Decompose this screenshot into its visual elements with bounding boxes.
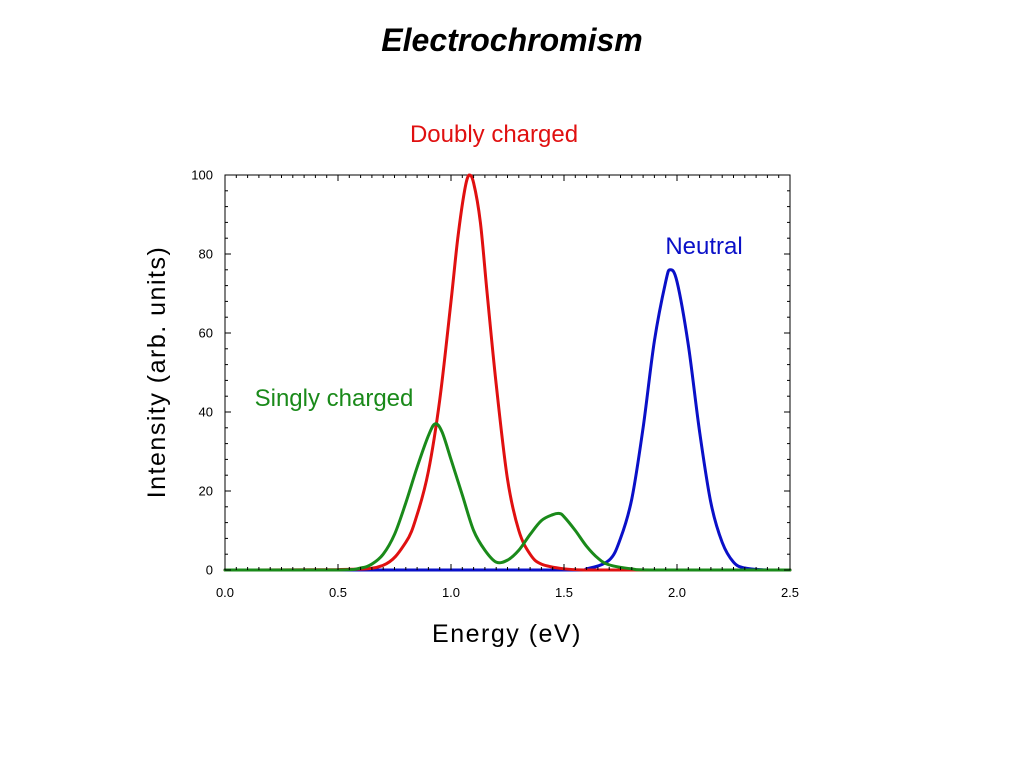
- y-axis-label: Intensity (arb. units): [143, 246, 171, 499]
- series-label-singly-charged: Singly charged: [255, 385, 414, 412]
- x-axis-label: Energy (eV): [432, 620, 582, 648]
- x-tick-label: 1.5: [555, 585, 573, 600]
- axis-ticks: 0.0 0.5 1.0 1.5 2.0 2.5 0 20 40 60 80 100: [191, 168, 799, 601]
- series-label-neutral: Neutral: [665, 233, 742, 260]
- slide-title: Electrochromism: [381, 22, 643, 58]
- series-labels: Doubly charged Singly charged Neutral: [255, 121, 743, 412]
- series-label-doubly-charged: Doubly charged: [410, 121, 578, 148]
- y-tick-label: 0: [206, 563, 213, 578]
- x-tick-label: 0.5: [329, 585, 347, 600]
- series-line-neutral: [223, 268, 792, 572]
- y-tick-label: 80: [199, 247, 213, 262]
- y-tick-label: 60: [199, 326, 213, 341]
- y-tick-label: 20: [199, 484, 213, 499]
- series-line-doubly-charged: [223, 173, 792, 572]
- x-tick-label: 2.0: [668, 585, 686, 600]
- series-line-singly-charged: [223, 422, 792, 572]
- x-tick-label: 0.0: [216, 585, 234, 600]
- y-tick-label: 40: [199, 405, 213, 420]
- x-tick-label: 2.5: [781, 585, 799, 600]
- x-tick-label: 1.0: [442, 585, 460, 600]
- y-tick-label: 100: [191, 168, 213, 183]
